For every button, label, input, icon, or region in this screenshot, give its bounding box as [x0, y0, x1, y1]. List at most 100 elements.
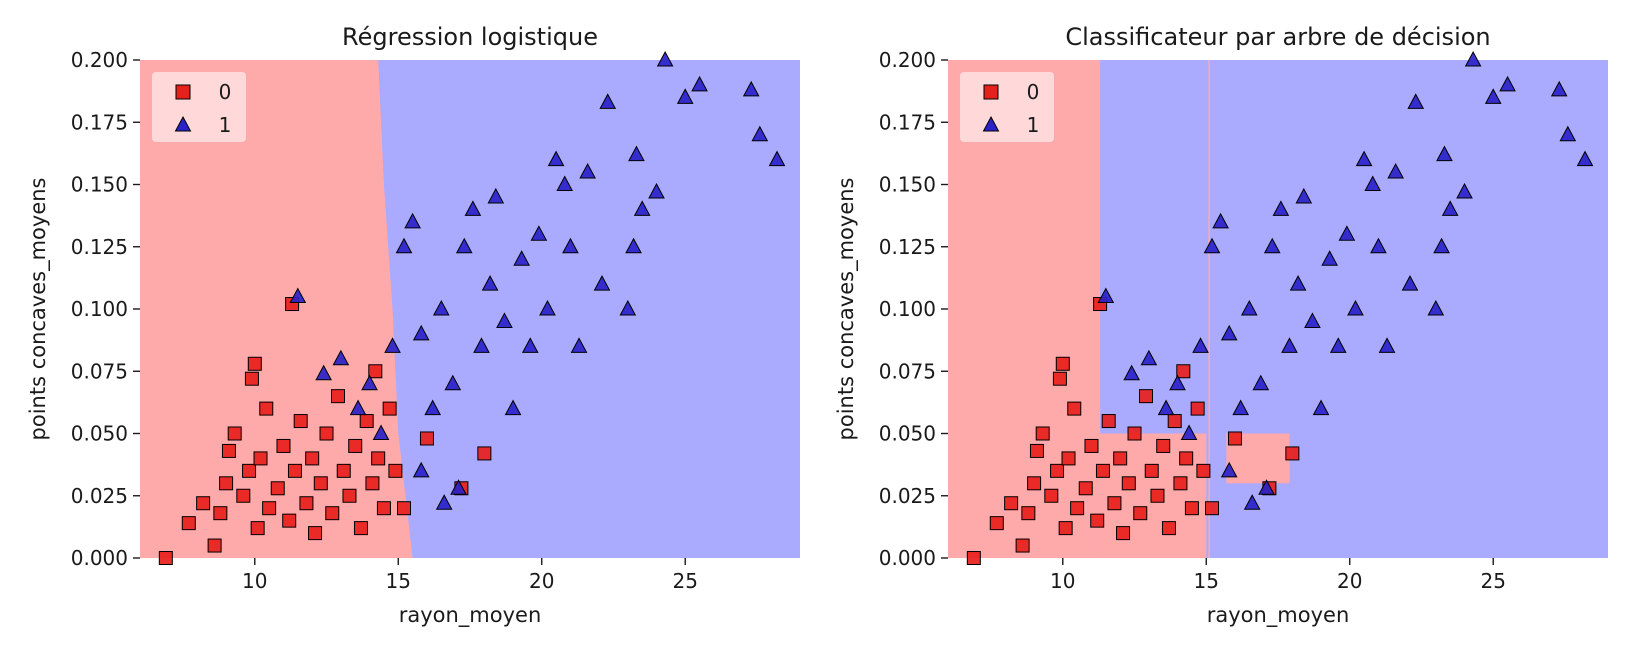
data-point-class-1: [656, 50, 674, 67]
data-point-class-1: [768, 150, 786, 167]
data-point-class-1: [315, 364, 332, 381]
data-point-class-0: [1035, 426, 1050, 441]
data-point-class-0: [308, 526, 323, 541]
y-tick-label: 0.100: [879, 297, 936, 321]
data-point-class-0: [325, 506, 340, 521]
legend-box: [152, 72, 246, 142]
chart-title: Régression logistique: [342, 23, 598, 51]
data-point-class-1: [361, 374, 378, 391]
data-point-class-0: [1090, 513, 1105, 528]
panel-logistic-regression: Régression logistique rayon_moyen points…: [26, 23, 800, 628]
data-point-class-1: [1484, 88, 1502, 104]
data-point-class-0: [382, 401, 397, 416]
data-point-class-0: [1121, 476, 1136, 491]
data-point-class-0: [1027, 476, 1042, 491]
data-point-class-1: [633, 200, 651, 216]
data-point-class-0: [270, 481, 285, 496]
data-point-class-0: [1144, 463, 1159, 478]
data-point-class-1: [676, 88, 694, 104]
region-class-0: [948, 60, 1101, 558]
data-point-class-0: [1156, 438, 1171, 453]
data-point-class-0: [371, 451, 386, 466]
data-point-class-1: [1263, 237, 1281, 254]
data-point-class-1: [1252, 374, 1270, 391]
data-point-class-0: [244, 371, 259, 386]
data-point-class-1: [1140, 349, 1158, 366]
data-point-class-0: [262, 501, 277, 516]
data-point-class-1: [1289, 275, 1307, 291]
data-point-class-0: [276, 438, 291, 453]
x-tick-label: 10: [1050, 569, 1075, 593]
y-tick-label: 0.150: [71, 173, 128, 197]
data-point-class-0: [397, 501, 411, 516]
data-point-class-1: [1212, 212, 1229, 229]
data-point-class-0: [247, 356, 262, 371]
data-point-class-1: [1097, 287, 1115, 304]
data-point-class-0: [368, 364, 383, 379]
y-tick-label: 0.050: [71, 422, 128, 446]
data-point-class-0: [1205, 501, 1219, 516]
data-point-class-1: [1312, 399, 1330, 416]
y-tick-label: 0.050: [879, 422, 936, 446]
data-point-class-0: [419, 431, 434, 446]
data-point-class-1: [481, 275, 499, 291]
y-tick-label: 0.000: [879, 546, 936, 570]
data-point-class-0: [365, 476, 380, 491]
data-point-class-1: [1157, 399, 1175, 416]
data-point-class-1: [1576, 150, 1594, 167]
data-point-class-1: [1232, 399, 1250, 416]
data-point-class-0: [1044, 488, 1059, 503]
data-point-class-1: [1433, 237, 1450, 254]
data-point-class-1: [562, 237, 579, 254]
data-point-class-1: [404, 212, 421, 229]
data-point-class-1: [530, 225, 548, 241]
data-point-class-1: [1258, 479, 1275, 495]
x-tick-label: 20: [1337, 569, 1362, 593]
data-point-class-1: [751, 125, 769, 142]
y-tick-label: 0.025: [71, 484, 128, 508]
x-tick-label: 25: [672, 569, 697, 593]
data-point-class-1: [513, 250, 530, 266]
data-point-class-0: [1133, 506, 1148, 521]
data-point-class-1: [1240, 299, 1258, 316]
data-point-class-1: [450, 479, 467, 495]
data-point-class-1: [432, 299, 450, 316]
axes: 10 15 20 250.0000.0250.0500.0750.1000.1250.…: [71, 48, 698, 593]
data-point-class-1: [1329, 337, 1347, 353]
data-point-class-1: [1304, 312, 1321, 328]
data-point-class-0: [299, 496, 314, 511]
data-point-class-1: [412, 461, 430, 478]
data-point-class-1: [556, 175, 574, 191]
data-point-class-0: [282, 513, 297, 528]
data-point-class-1: [384, 337, 401, 353]
data-point-class-1: [1347, 299, 1364, 316]
data-point-class-0: [1196, 463, 1211, 478]
data-point-class-0: [1167, 414, 1182, 429]
data-point-class-1: [435, 494, 453, 510]
data-point-class-1: [1220, 461, 1238, 478]
data-point-class-0: [359, 414, 374, 429]
data-point-class-1: [1499, 75, 1516, 92]
data-point-class-1: [1192, 337, 1209, 353]
y-tick-label: 0.000: [71, 546, 128, 570]
data-point-class-0: [319, 426, 334, 441]
y-tick-label: 0.125: [879, 235, 936, 259]
y-axis-label: points concaves_moyens: [26, 178, 51, 441]
data-point-class-1: [1550, 80, 1568, 97]
data-point-class-0: [305, 451, 320, 466]
chart-title: Classificateur par arbre de décision: [1065, 23, 1490, 51]
data-point-class-1: [1281, 337, 1298, 353]
data-point-class-0: [477, 446, 492, 461]
data-point-class-1: [570, 337, 588, 353]
data-point-class-1: [496, 312, 513, 328]
data-point-class-1: [1203, 237, 1221, 254]
y-tick-label: 0.175: [879, 110, 936, 134]
data-point-class-0: [227, 426, 242, 441]
data-point-class-0: [376, 501, 391, 516]
data-point-class-0: [253, 451, 268, 466]
data-point-class-0: [242, 463, 257, 478]
data-point-class-0: [1070, 501, 1085, 516]
legend-label: 0: [1027, 80, 1040, 104]
data-point-class-1: [1123, 364, 1140, 381]
